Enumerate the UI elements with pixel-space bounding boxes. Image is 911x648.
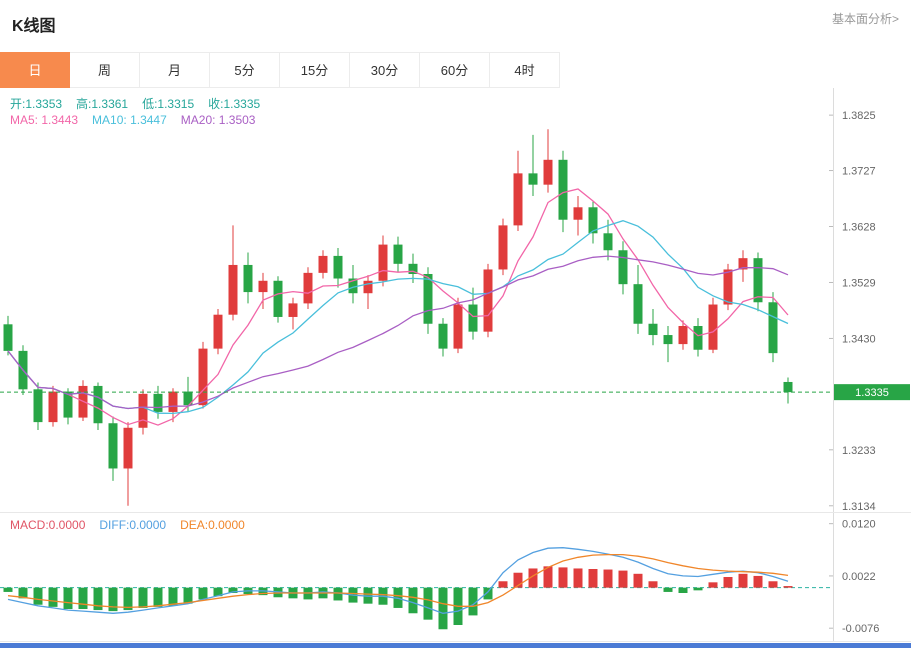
period-tabs: 日 周 月 5分 15分 30分 60分 4时: [0, 52, 911, 88]
ma5-value: MA5: 1.3443: [10, 113, 79, 127]
ohlc-row: 开:1.3353 高:1.3361 低:1.3315 收:1.3335: [10, 95, 260, 112]
svg-text:1.3430: 1.3430: [842, 333, 876, 345]
ma20-value: MA20: 1.3503: [180, 113, 256, 127]
tab-60min[interactable]: 60分: [420, 52, 490, 88]
ohlc-close: 收:1.3335: [208, 97, 261, 111]
svg-text:0.0022: 0.0022: [842, 571, 876, 583]
page-title: K线图: [12, 18, 56, 35]
candlestick-svg[interactable]: 1.3825 1.3727 1.3628 1.3529 1.3430 1.3233 1.31…: [0, 88, 911, 512]
page-header: K线图 基本面分析>: [0, 0, 911, 52]
ohlc-low: 低:1.3315: [142, 97, 195, 111]
ohlc-high: 高:1.3361: [76, 97, 129, 111]
tab-15min[interactable]: 15分: [280, 52, 350, 88]
tab-month[interactable]: 月: [140, 52, 210, 88]
macd-svg[interactable]: 0.0120 0.0022 -0.0076: [0, 513, 911, 641]
ohlc-open: 开:1.3353: [10, 97, 63, 111]
ma10-value: MA10: 1.3447: [92, 113, 167, 127]
macd-row: MACD:0.0000 DIFF:0.0000 DEA:0.0000: [10, 518, 245, 532]
svg-text:1.3727: 1.3727: [842, 166, 876, 178]
svg-text:1.3233: 1.3233: [842, 445, 876, 457]
macd-panel[interactable]: 0.0120 0.0022 -0.0076 MACD:0.0000 DIFF:0.0…: [0, 512, 911, 641]
chart-scrollbar[interactable]: [0, 643, 911, 648]
svg-text:1.3335: 1.3335: [855, 387, 889, 399]
tab-day[interactable]: 日: [0, 52, 70, 88]
fundamental-analysis-link[interactable]: 基本面分析>: [831, 12, 899, 26]
svg-text:1.3628: 1.3628: [842, 222, 876, 234]
svg-text:0.0120: 0.0120: [842, 519, 876, 531]
candlestick-chart[interactable]: 1.3825 1.3727 1.3628 1.3529 1.3430 1.3233 1.31…: [0, 88, 911, 512]
tab-4hour[interactable]: 4时: [490, 52, 560, 88]
dea-value: DEA:0.0000: [180, 518, 245, 532]
panel-divider: [0, 641, 911, 642]
svg-text:1.3825: 1.3825: [842, 110, 876, 122]
tab-30min[interactable]: 30分: [350, 52, 420, 88]
diff-value: DIFF:0.0000: [99, 518, 167, 532]
svg-text:-0.0076: -0.0076: [842, 623, 879, 635]
ma-row: MA5: 1.3443 MA10: 1.3447 MA20: 1.3503: [10, 113, 255, 127]
svg-text:1.3529: 1.3529: [842, 277, 876, 289]
tab-5min[interactable]: 5分: [210, 52, 280, 88]
macd-value: MACD:0.0000: [10, 518, 86, 532]
svg-text:1.3134: 1.3134: [842, 501, 876, 512]
tab-week[interactable]: 周: [70, 52, 140, 88]
